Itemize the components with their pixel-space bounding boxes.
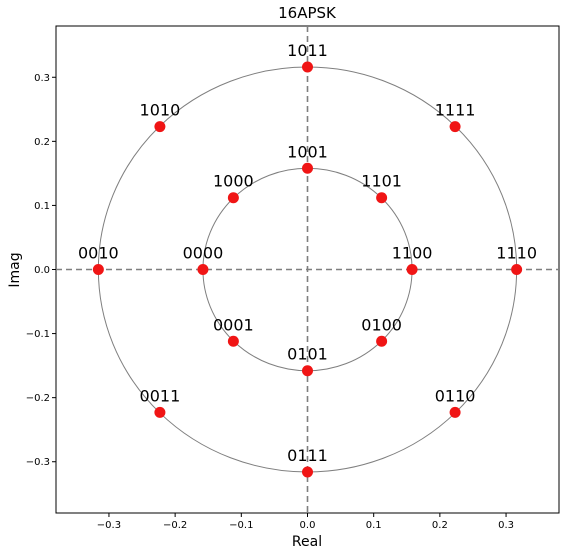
- point-label-1001: 1001: [287, 142, 328, 161]
- point-0110: [449, 406, 461, 418]
- point-0011: [154, 406, 166, 418]
- x-axis-ticks: −0.3 −0.2 −0.1 0.0 0.1 0.2 0.3: [97, 513, 514, 531]
- x-tick-label: 0.1: [366, 520, 382, 531]
- point-0000: [197, 264, 209, 275]
- x-tick-label: 0.0: [300, 520, 316, 531]
- point-label-1010: 1010: [140, 101, 181, 120]
- x-axis-label: Real: [292, 534, 322, 550]
- y-tick-label: −0.1: [26, 329, 50, 340]
- constellation-points: 0000 0001 0101 0100 1100 1101 1001 1000 0010 0011…: [78, 41, 537, 478]
- x-tick-label: −0.3: [97, 520, 121, 531]
- point-label-0010: 0010: [78, 244, 119, 263]
- point-label-1011: 1011: [287, 41, 328, 60]
- point-label-1111: 1111: [435, 101, 476, 120]
- point-1000: [227, 192, 239, 204]
- zero-axis-lines: [56, 26, 559, 513]
- point-1010: [154, 121, 166, 133]
- point-0010: [92, 264, 104, 275]
- point-label-0001: 0001: [213, 315, 254, 334]
- point-label-0000: 0000: [183, 244, 224, 263]
- point-label-1110: 1110: [496, 244, 537, 263]
- point-label-1000: 1000: [213, 172, 254, 191]
- point-1110: [511, 264, 523, 275]
- point-1100: [406, 264, 418, 275]
- x-tick-label: −0.2: [163, 520, 187, 531]
- y-axis-label: Imag: [7, 252, 23, 287]
- point-label-1100: 1100: [392, 244, 433, 263]
- point-0111: [302, 466, 313, 478]
- point-label-0111: 0111: [287, 446, 328, 465]
- point-label-0011: 0011: [140, 386, 181, 405]
- point-0001: [227, 335, 239, 347]
- point-1001: [302, 162, 313, 174]
- x-tick-label: 0.3: [498, 520, 514, 531]
- point-1111: [449, 121, 461, 133]
- point-1011: [302, 61, 313, 73]
- point-label-0100: 0100: [361, 315, 402, 334]
- point-1101: [376, 192, 388, 204]
- point-0101: [302, 365, 313, 377]
- x-tick-label: −0.1: [229, 520, 253, 531]
- chart-title: 16APSK: [278, 4, 337, 22]
- point-label-0101: 0101: [287, 345, 328, 364]
- y-axis-ticks: 0.3 0.2 0.1 0.0 −0.1 −0.2 −0.3: [26, 73, 56, 468]
- point-0100: [376, 335, 388, 347]
- y-tick-label: 0.0: [34, 265, 50, 276]
- point-label-1101: 1101: [361, 172, 402, 191]
- y-tick-label: 0.2: [34, 137, 50, 148]
- y-tick-label: 0.3: [34, 73, 50, 84]
- y-tick-label: 0.1: [34, 201, 50, 212]
- x-tick-label: 0.2: [432, 520, 448, 531]
- y-tick-label: −0.3: [26, 457, 50, 468]
- y-tick-label: −0.2: [26, 393, 50, 404]
- point-label-0110: 0110: [435, 386, 476, 405]
